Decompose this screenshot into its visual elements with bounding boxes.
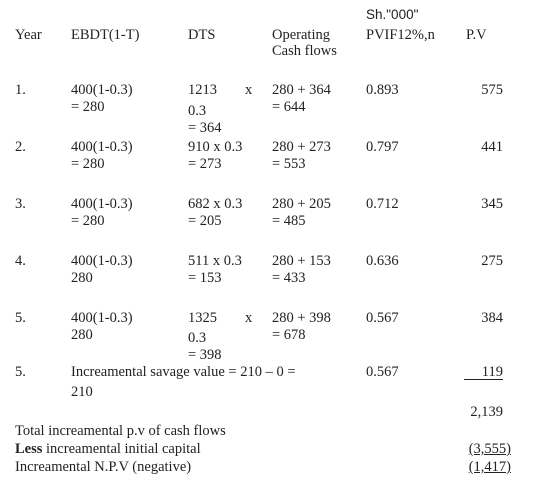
row-ebdt-value: = 280 (71, 213, 105, 229)
row-year: 5. (15, 310, 26, 326)
row-operating-formula: 280 + 364 (272, 82, 331, 98)
subtotal-rule (464, 379, 503, 380)
row-operating-formula: 280 + 273 (272, 139, 331, 155)
row-dts-multiply: x (245, 310, 253, 326)
row-pv: 345 (481, 196, 503, 212)
row-ebdt-value: 280 (71, 327, 93, 343)
row-year: 1. (15, 82, 26, 98)
header-dts: DTS (188, 27, 216, 43)
row-dts-value: = 205 (188, 213, 222, 229)
row-year: 2. (15, 139, 26, 155)
row-operating-value: = 644 (272, 99, 306, 115)
row-dts-base: 1325 (188, 310, 217, 326)
row-pvif: 0.636 (366, 253, 399, 269)
row-dts-value: = 398 (188, 347, 222, 363)
row-operating-value: = 553 (272, 156, 306, 172)
row-year: 4. (15, 253, 26, 269)
row-ebdt-formula: 400(1-0.3) (71, 82, 133, 98)
row-ebdt-formula: 400(1-0.3) (71, 253, 133, 269)
salvage-pvif: 0.567 (366, 364, 399, 380)
row-year: 3. (15, 196, 26, 212)
salvage-value: 210 (71, 384, 93, 400)
row-ebdt-value: 280 (71, 270, 93, 286)
npv-value: (1,417) (468, 459, 511, 475)
row-operating-value: = 485 (272, 213, 306, 229)
row-dts-value: = 273 (188, 156, 222, 172)
header-operating: Operating (272, 27, 330, 43)
row-ebdt-formula: 400(1-0.3) (71, 139, 133, 155)
initial-capital-value: (3,555) (468, 441, 511, 457)
salvage-label: Increamental savage value = 210 – 0 = (71, 364, 296, 380)
row-operating-formula: 280 + 398 (272, 310, 331, 326)
row-ebdt-value: = 280 (71, 156, 105, 172)
row-operating-formula: 280 + 153 (272, 253, 331, 269)
row-pvif: 0.567 (366, 310, 399, 326)
row-pvif: 0.893 (366, 82, 399, 98)
row-dts-multiply: x (245, 82, 253, 98)
row-pv: 575 (481, 82, 503, 98)
row-ebdt-formula: 400(1-0.3) (71, 196, 133, 212)
row-pv: 384 (481, 310, 503, 326)
row-operating-value: = 678 (272, 327, 306, 343)
row-dts-value: = 153 (188, 270, 222, 286)
header-pv: P.V (466, 27, 487, 43)
less-label: Less increamental initial capital (15, 441, 201, 457)
row-ebdt-formula: 400(1-0.3) (71, 310, 133, 326)
total-pv-label: Total increamental p.v of cash flows (15, 423, 226, 439)
pv-total: 2,139 (470, 404, 503, 420)
currency-note: Sh."000" (366, 7, 419, 22)
row-dts-rate: 0.3 (188, 330, 207, 346)
header-pvif: PVIF12%,n (366, 27, 435, 43)
row-dts-rate: 0.3 (188, 103, 207, 119)
row-pv: 275 (481, 253, 503, 269)
less-bold: Less (15, 441, 43, 457)
salvage-pv: 119 (481, 364, 503, 380)
row-dts-base: 1213 (188, 82, 217, 98)
row-ebdt-value: = 280 (71, 99, 105, 115)
row-dts-formula: 511 x 0.3 (188, 253, 242, 269)
row-dts-formula: 682 x 0.3 (188, 196, 243, 212)
row-dts-value: = 364 (188, 120, 222, 136)
row-pvif: 0.797 (366, 139, 399, 155)
header-year: Year (15, 27, 42, 43)
header-cash-flows: Cash flows (272, 43, 337, 59)
row-dts-formula: 910 x 0.3 (188, 139, 243, 155)
row-pvif: 0.712 (366, 196, 399, 212)
less-rest: increamental initial capital (42, 441, 201, 457)
npv-label: Increamental N.P.V (negative) (15, 459, 192, 475)
salvage-year: 5. (15, 364, 26, 380)
row-pv: 441 (481, 139, 503, 155)
header-ebdt: EBDT(1-T) (71, 27, 140, 43)
row-operating-formula: 280 + 205 (272, 196, 331, 212)
row-operating-value: = 433 (272, 270, 306, 286)
